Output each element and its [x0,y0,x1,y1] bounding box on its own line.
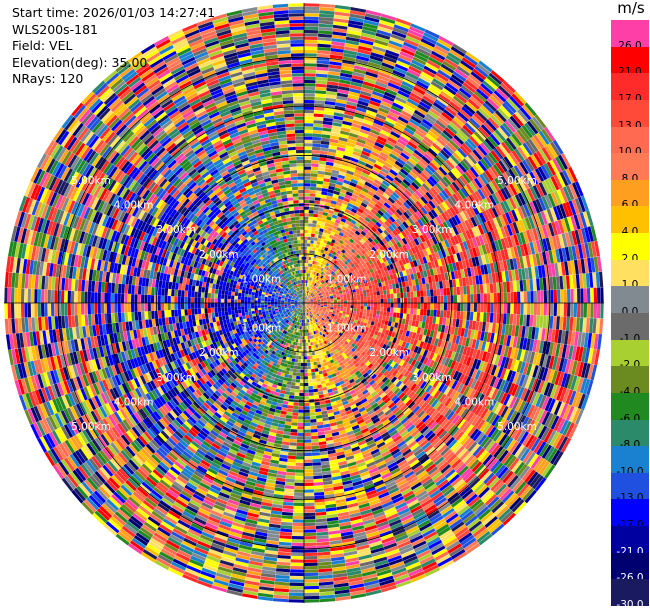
velocity-gates [14,16,587,596]
velocity-gates [19,9,603,603]
colorbar-swatch [611,313,649,341]
instrument-label: WLS200s-181 [12,21,98,37]
colorbar-swatch [611,73,649,101]
range-ring-label: 3.00km [412,372,452,384]
range-ring-label: 5.00km [71,175,111,187]
velocity-sectors [4,3,604,603]
colorbar-swatch [611,206,649,234]
colorbar-swatch [611,233,649,261]
elevation-label: Elevation(deg): 35.00 [12,54,148,70]
colorbar-swatch [611,339,649,367]
scan-info: Start time: 2026/01/03 14:27:41 WLS200s-… [12,5,215,88]
range-ring-label: 3.00km [156,224,196,236]
range-ring-label: 1.00km [242,273,282,285]
colorbar-swatch [611,392,649,421]
range-ring-label: 5.00km [497,175,537,187]
range-ring-label: 3.00km [156,372,196,384]
colorbar-swatch [611,499,649,527]
colorbar-swatch [611,46,649,74]
colorbar-swatch [611,579,649,607]
velocity-gates [7,8,603,593]
field-label: Field: VEL [12,38,73,54]
start-time-label: Start time: 2026/01/03 14:27:41 [12,5,216,20]
colorbar-swatch [611,20,649,48]
colorbar-label: -30.0 [616,599,644,610]
range-ring-label: 1.00km [327,323,367,335]
colorbar-swatch [611,179,649,207]
range-ring-label: 2.00km [369,249,409,261]
colorbar-swatch [611,552,649,580]
colorbar-swatch [611,99,649,128]
range-ring-label: 2.00km [369,347,409,359]
range-rings [4,3,604,603]
range-ring-label: 3.00km [412,224,452,236]
range-ring-label: 4.00km [114,200,154,212]
range-ring-label: 1.00km [327,273,367,285]
range-ring-label: 5.00km [71,421,111,433]
colorbar-swatch [611,446,649,474]
range-ring-label: 4.00km [114,396,154,408]
colorbar-swatch [611,259,649,287]
range-ring-label: 4.00km [455,200,495,212]
range-ring-label: 2.00km [199,347,239,359]
colorbar-swatch [611,126,649,154]
colorbar: 26.0 21.0 17.0 13.0 10.0 8.0 6.0 4.0 2.0 1.0 0.0 -1… [611,20,649,610]
colorbar-unit: m/s [617,0,645,17]
velocity-gates [14,13,596,590]
velocity-gates [22,10,594,590]
colorbar-swatch [611,366,649,394]
colorbar-swatch [611,472,649,500]
range-ring-label: 2.00km [199,249,239,261]
range-ring-label: 4.00km [455,396,495,408]
colorbar-swatch [611,286,649,314]
velocity-gates [24,3,600,602]
colorbar-swatch [611,526,649,554]
velocity-gates [5,13,601,603]
colorbar-swatch [611,153,649,181]
range-ring-label: 1.00km [242,323,282,335]
range-ring-label: 5.00km [497,421,537,433]
colorbar-swatch [611,419,649,447]
nrays-label: NRays: 120 [12,71,84,87]
